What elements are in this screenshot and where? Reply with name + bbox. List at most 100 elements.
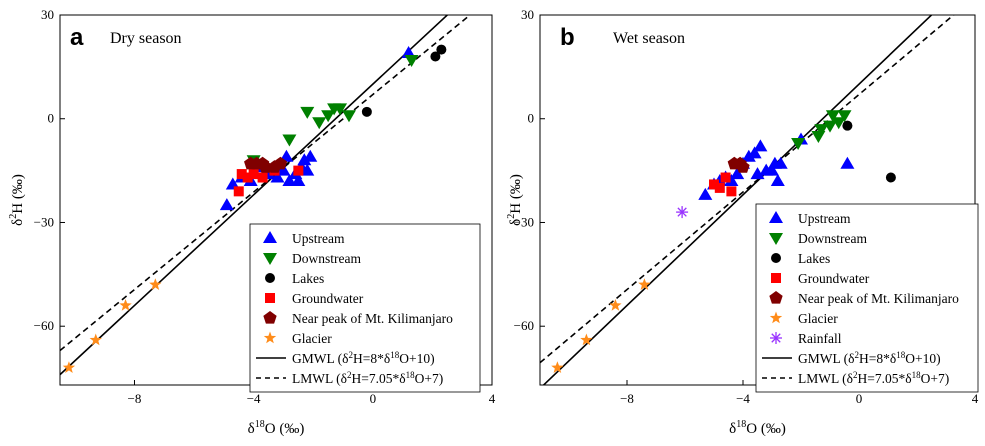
legend-entry: Lakes: [771, 251, 830, 266]
data-point: [811, 131, 826, 144]
data-point: [258, 160, 273, 173]
legend-label-main: LMWL (δ: [798, 371, 853, 386]
legend-label-main: Upstream: [798, 211, 851, 226]
legend-label-sup: 18: [390, 350, 400, 360]
data-point: [312, 117, 327, 130]
legend-entry: Groundwater: [771, 271, 870, 286]
series-downstream: [246, 54, 419, 168]
legend-marker: [770, 332, 782, 344]
series-glacier: [551, 278, 651, 373]
data-point: [282, 134, 297, 147]
legend-label: Lakes: [798, 251, 830, 266]
y-tick-label: −60: [514, 318, 534, 333]
data-point: [404, 54, 419, 67]
data-point: [300, 106, 315, 119]
legend-label: Near peak of Mt. Kilimanjaro: [292, 311, 453, 326]
data-point: [119, 298, 132, 311]
data-point: [730, 167, 745, 180]
data-point: [430, 51, 441, 62]
data-point: [361, 106, 372, 117]
panel-label: b: [560, 24, 575, 51]
legend-entry: Glacier: [769, 311, 838, 326]
legend-marker: [771, 253, 781, 263]
y-axis-label: δ2H (‰): [506, 174, 524, 226]
data-point: [270, 170, 285, 183]
legend-entry: Lakes: [265, 271, 324, 286]
x-tick-label: −8: [128, 391, 142, 406]
y-tick-label: −60: [34, 318, 54, 333]
legend-label-main: Rainfall: [798, 331, 842, 346]
data-point: [276, 163, 291, 176]
data-point: [753, 139, 768, 152]
legend-label-main: Groundwater: [292, 291, 364, 306]
y-axis-label: δ2H (‰): [8, 174, 26, 226]
legend-label-main: Near peak of Mt. Kilimanjaro: [292, 311, 453, 326]
legend-label-main: Glacier: [292, 331, 332, 346]
legend-label-end: O+7): [415, 371, 444, 386]
data-point: [257, 172, 268, 183]
legend-entry: Upstream: [769, 211, 851, 226]
legend-label-sup: 18: [912, 370, 922, 380]
legend-label-end: O+7): [921, 371, 950, 386]
data-point: [770, 173, 785, 186]
data-point: [747, 146, 762, 159]
legend-label-end: O+10): [905, 351, 940, 366]
legend-label-sup: 2: [854, 350, 859, 360]
data-point: [273, 156, 288, 170]
data-point: [714, 182, 725, 193]
legend-label-sup: 2: [348, 350, 353, 360]
x-axis-label-rest: O (‰): [265, 421, 305, 437]
series-rainfall: [676, 206, 689, 219]
legend-entry: GMWL (δ2H=8*δ18O+10): [762, 350, 941, 366]
x-tick-label: −8: [620, 391, 634, 406]
data-point: [149, 278, 162, 290]
x-tick-label: −4: [736, 391, 750, 406]
legend-label-main: Downstream: [292, 251, 361, 266]
panel-title: Dry season: [110, 30, 182, 47]
data-point: [709, 179, 719, 190]
asterisk-stroke: [677, 207, 687, 217]
data-point: [321, 110, 336, 123]
data-point: [720, 172, 731, 183]
series-near-peak-of-mt-kilimanjaro: [244, 156, 288, 173]
legend-label: Downstream: [292, 251, 361, 266]
data-point: [791, 137, 806, 150]
legend-entry: Downstream: [263, 251, 361, 266]
y-tick-label: 0: [528, 111, 535, 126]
series-glacier: [62, 278, 162, 373]
legend-label: LMWL (δ2H=7.05*δ18O+7): [292, 370, 443, 386]
legend-label: Downstream: [798, 231, 867, 246]
data-points: [62, 44, 447, 373]
y-axis-label-rest: H (‰): [508, 174, 524, 214]
data-point: [282, 173, 297, 186]
data-point: [823, 120, 837, 133]
x-axis-label: δ18O (‰): [729, 419, 786, 437]
data-point: [825, 110, 840, 123]
legend-label: GMWL (δ2H=8*δ18O+10): [292, 350, 435, 366]
legend-marker: [263, 311, 277, 324]
legend-label-mid: H=8*δ: [353, 351, 390, 366]
data-point: [333, 103, 348, 116]
legend-marker: [769, 311, 783, 324]
data-point: [765, 163, 779, 176]
legend-entry: GMWL (δ2H=8*δ18O+10): [256, 350, 435, 366]
data-point: [62, 361, 76, 373]
data-point: [293, 165, 304, 176]
legend-label: Lakes: [292, 271, 324, 286]
data-point: [840, 156, 855, 169]
legend-marker: [265, 273, 275, 283]
legend-label: Glacier: [292, 331, 332, 346]
data-point: [831, 117, 846, 130]
data-point: [236, 169, 247, 180]
legend-label-main: Near peak of Mt. Kilimanjaro: [798, 291, 959, 306]
gmwl-line: [542, 15, 933, 385]
legend-label-main: GMWL (δ: [292, 351, 348, 366]
legend-label: Upstream: [798, 211, 851, 226]
legend-marker: [769, 211, 783, 223]
legend-label-mid: H=7.05*δ: [857, 371, 911, 386]
data-point: [814, 124, 829, 137]
y-axis-label-main: δ: [508, 219, 524, 226]
data-point: [580, 333, 593, 346]
data-point: [698, 187, 713, 200]
legend-label: Groundwater: [798, 271, 870, 286]
